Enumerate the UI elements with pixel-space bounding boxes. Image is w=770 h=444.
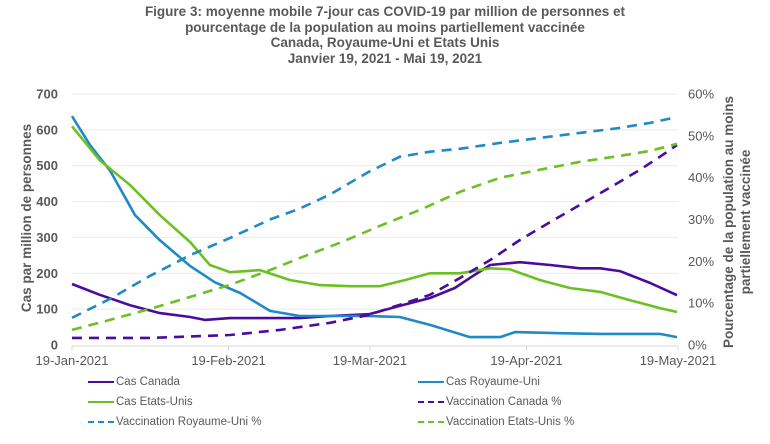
legend-item: Vaccination Royaume-Uni % <box>88 416 262 428</box>
y2-axis-label-line-2: partiellement vaccinée <box>738 149 753 294</box>
legend-swatch <box>88 381 114 383</box>
series-line-3 <box>72 143 678 340</box>
legend-swatch <box>418 401 444 403</box>
x-tick-label: 19-May-2021 <box>640 353 717 368</box>
title-line-3: Canada, Royaume-Uni et Etats Unis <box>270 35 500 50</box>
y2-tick-label: 10% <box>688 296 714 311</box>
y-tick-label: 600 <box>36 122 58 137</box>
y2-tick-label: 20% <box>688 254 714 269</box>
y-tick-label: 400 <box>36 194 58 209</box>
x-tick-label: 19-Jan-2021 <box>36 353 109 368</box>
y2-tick-label: 60% <box>688 87 714 102</box>
legend-label: Cas Canada <box>116 376 180 388</box>
x-axis-ticks: 19-Jan-2021 19-Feb-2021 19-Mar-2021 19-Apr-… <box>36 345 717 368</box>
y-axis-ticks: 0 100 200 300 400 500 600 700 <box>36 87 58 353</box>
y-axis-label: Cas par million de personnes <box>19 124 34 312</box>
y2-tick-label: 50% <box>688 128 714 143</box>
legend-swatch <box>418 381 444 383</box>
y2-tick-label: 30% <box>688 212 714 227</box>
legend-label: Cas Royaume-Uni <box>446 376 540 388</box>
x-tick-label: 19-Apr-2021 <box>490 353 562 368</box>
y-tick-label: 500 <box>36 158 58 173</box>
title-line-1: Figure 3: moyenne mobile 7-jour cas COVI… <box>144 4 626 19</box>
title-line-4: Janvier 19, 2021 - Mai 19, 2021 <box>287 50 483 66</box>
y-tick-label: 300 <box>36 230 58 245</box>
y-tick-label: 700 <box>36 87 58 102</box>
y-tick-label: 0 <box>51 338 58 353</box>
legend-item: Cas Etats-Unis <box>88 396 193 408</box>
series-line-4 <box>71 115 678 319</box>
legend-label: Vaccination Royaume-Uni % <box>116 416 262 428</box>
legend-label: Vaccination Canada % <box>446 396 562 408</box>
x-tick-label: 19-Feb-2021 <box>191 353 265 368</box>
series-line-5 <box>71 142 678 332</box>
legend-item: Vaccination Canada % <box>418 396 562 408</box>
legend-item: Vaccination Etats-Unis % <box>418 416 574 428</box>
y-tick-label: 100 <box>36 302 58 317</box>
legend-swatch <box>418 421 444 423</box>
y-tick-label: 200 <box>36 266 58 281</box>
chart-title: Figure 3: moyenne mobile 7-jour cas COVI… <box>0 4 770 66</box>
y2-axis-label-line-1: Pourcentage de la population au moins <box>721 96 736 348</box>
legend-label: Cas Etats-Unis <box>116 396 193 408</box>
legend-swatch <box>88 421 114 423</box>
title-line-2: pourcentage de la population au moins pa… <box>185 19 585 35</box>
series-line-2 <box>70 125 678 314</box>
y2-tick-label: 40% <box>688 170 714 185</box>
series-lines <box>70 115 678 340</box>
legend-swatch <box>88 401 114 403</box>
y2-axis-ticks: 0% 10% 20% 30% 40% 50% 60% <box>688 87 714 353</box>
series-line-1 <box>70 115 678 339</box>
gridlines <box>72 93 678 310</box>
legend-item: Cas Canada <box>88 376 180 388</box>
x-tick-label: 19-Mar-2021 <box>333 353 407 368</box>
legend-item: Cas Royaume-Uni <box>418 376 540 388</box>
legend-label: Vaccination Etats-Unis % <box>446 416 575 428</box>
y2-tick-label: 0% <box>688 338 707 353</box>
